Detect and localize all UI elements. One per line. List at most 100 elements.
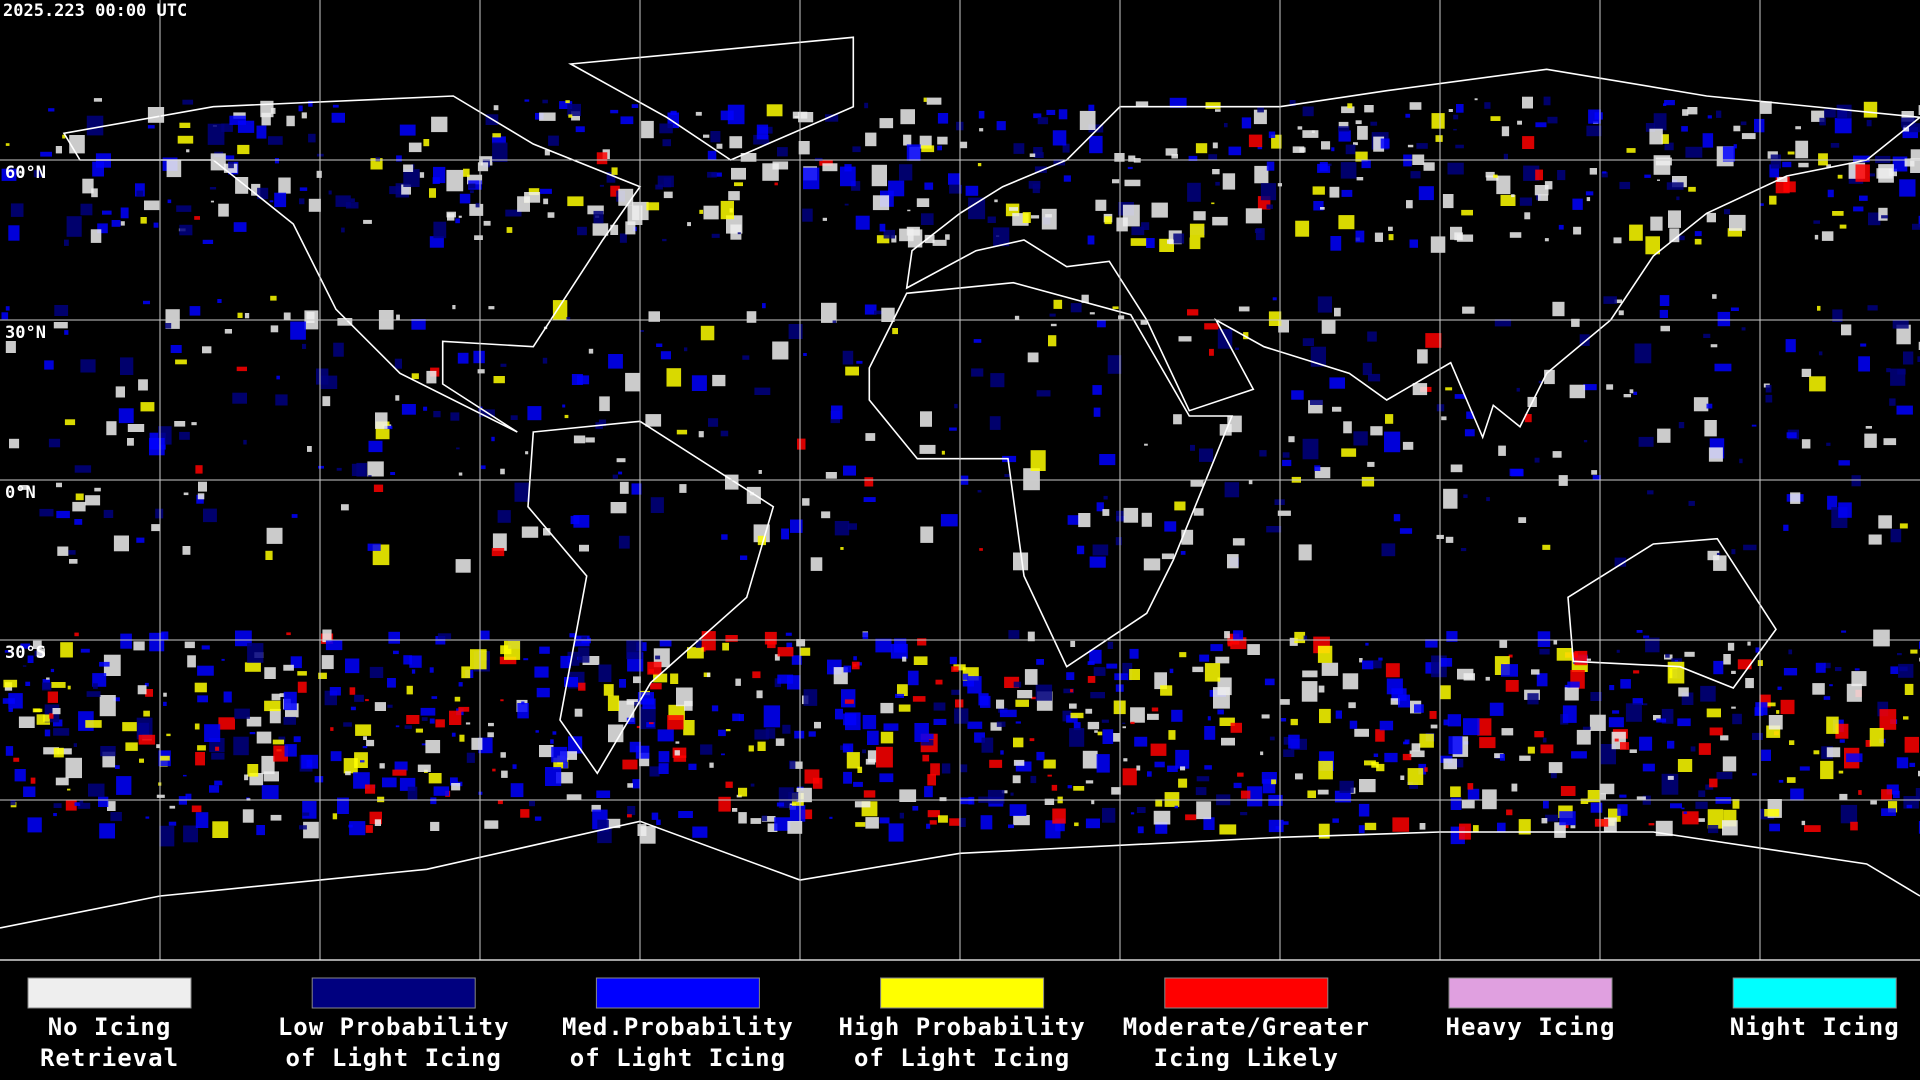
icing-patch — [1155, 799, 1163, 807]
icing-patch — [568, 114, 573, 118]
icing-patch — [735, 678, 741, 686]
icing-patch — [1837, 174, 1843, 179]
icing-patch — [581, 637, 591, 644]
icing-patch — [798, 141, 810, 155]
icing-patch — [1122, 662, 1133, 675]
icing-patch — [684, 347, 688, 352]
icing-patch — [1167, 239, 1174, 244]
icing-patch — [1280, 699, 1290, 705]
icing-patch — [1865, 426, 1872, 429]
icing-patch — [1789, 740, 1795, 745]
icing-patch — [1567, 681, 1580, 688]
icing-patch — [144, 682, 149, 687]
icing-patch — [1278, 319, 1289, 333]
icing-patch — [853, 781, 863, 787]
icing-patch — [1212, 216, 1228, 226]
icing-patch — [366, 739, 375, 747]
icing-patch — [1677, 718, 1691, 727]
icing-patch — [926, 97, 942, 105]
icing-patch — [1321, 319, 1336, 334]
icing-patch — [209, 785, 220, 793]
icing-patch — [247, 764, 259, 777]
icing-patch — [306, 311, 315, 323]
icing-patch — [1154, 761, 1165, 768]
icing-patch — [1302, 670, 1318, 678]
icing-patch — [5, 306, 10, 311]
icing-patch — [86, 691, 101, 697]
icing-patch — [53, 803, 62, 808]
icing-patch — [937, 145, 942, 151]
icing-patch — [667, 715, 684, 730]
icing-patch — [484, 820, 499, 829]
icing-patch — [1013, 737, 1024, 748]
icing-patch — [574, 708, 583, 717]
icing-patch — [370, 158, 383, 170]
icing-patch — [1053, 299, 1063, 309]
icing-patch — [927, 810, 940, 818]
icing-patch — [803, 167, 820, 190]
icing-patch — [1398, 694, 1410, 708]
icing-patch — [1289, 637, 1298, 646]
icing-patch — [1798, 162, 1809, 168]
icing-patch — [429, 236, 444, 248]
icing-patch — [1769, 823, 1780, 832]
icing-patch — [1103, 495, 1108, 500]
icing-patch — [195, 812, 209, 828]
graticule — [0, 0, 1920, 960]
icing-patch — [1467, 788, 1480, 800]
icing-patch — [802, 498, 810, 506]
icing-patch — [1897, 653, 1902, 656]
icing-patch — [987, 216, 996, 223]
icing-patch — [1550, 772, 1557, 779]
icing-patch — [261, 785, 279, 799]
icing-patch — [941, 450, 945, 455]
icing-patch — [1677, 759, 1693, 772]
icing-patch — [1385, 414, 1394, 424]
icing-patch — [182, 546, 191, 555]
icing-patch — [1215, 181, 1220, 186]
icing-patch — [1681, 692, 1694, 705]
icing-patch — [1591, 470, 1598, 475]
icing-patch — [1642, 763, 1655, 772]
icing-patch — [1425, 333, 1442, 348]
icing-patch — [1332, 818, 1339, 823]
icing-patch — [1370, 121, 1378, 126]
icing-patch — [709, 762, 714, 768]
icing-patch — [207, 123, 225, 145]
icing-patch — [1173, 233, 1185, 244]
icing-patch — [492, 142, 508, 162]
icing-patch — [474, 235, 483, 240]
icing-patch — [209, 187, 217, 190]
icing-patch — [266, 527, 283, 544]
icing-patch — [1770, 154, 1781, 169]
icing-patch — [524, 99, 530, 102]
icing-patch — [1095, 199, 1107, 211]
icing-patch — [1618, 310, 1624, 316]
legend-label: No Icing — [48, 1013, 172, 1041]
icing-patch — [44, 360, 54, 370]
icing-patch — [1586, 197, 1591, 202]
icing-patch — [575, 126, 585, 133]
icing-patch — [1266, 526, 1282, 533]
icing-patch — [1375, 729, 1385, 742]
icing-patch — [1376, 763, 1385, 772]
icing-patch — [479, 630, 490, 640]
legend-swatch — [1164, 977, 1329, 1009]
icing-patch — [914, 723, 929, 742]
icing-patch — [120, 221, 125, 226]
icing-patch — [1818, 351, 1823, 356]
icing-patch — [1353, 142, 1358, 146]
icing-patch — [725, 781, 733, 788]
icing-patch — [5, 746, 14, 756]
icing-patch — [204, 724, 221, 742]
icing-patch — [691, 375, 707, 391]
icing-patch — [1656, 718, 1667, 723]
icing-patch — [1661, 708, 1674, 724]
icing-patch — [1302, 106, 1314, 117]
icing-patch — [1745, 678, 1754, 689]
icing-patch — [1257, 106, 1264, 113]
icing-patch — [1443, 488, 1458, 509]
icing-patch — [1564, 684, 1569, 689]
icing-patch — [93, 683, 98, 689]
icing-patch — [1498, 445, 1506, 456]
